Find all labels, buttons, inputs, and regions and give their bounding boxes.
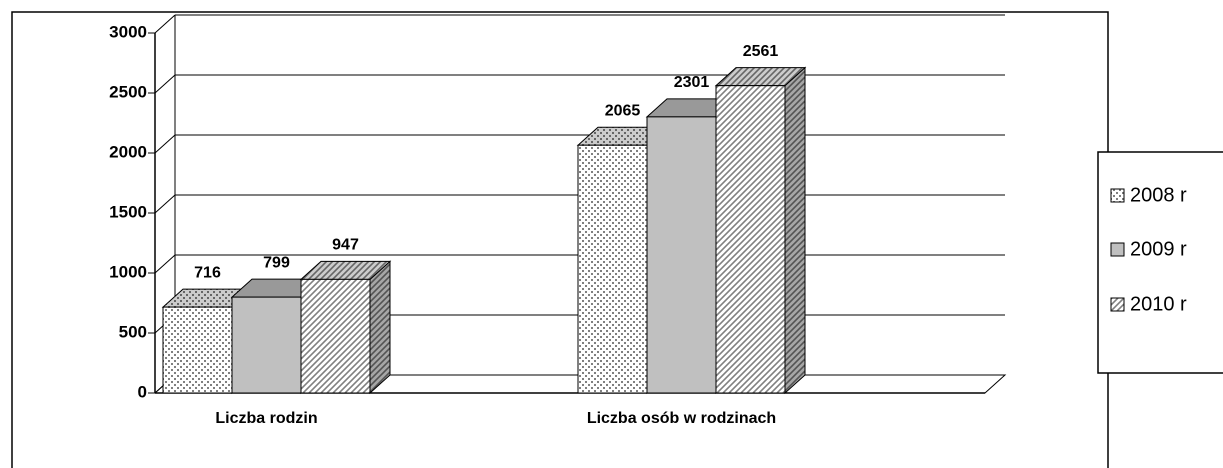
y-tick-label: 2000 [109,142,147,161]
grid-line-side [154,254,176,274]
bar-front [577,144,648,394]
data-label: 799 [263,254,290,271]
bar [299,260,392,395]
bar-top-shade [232,279,321,298]
y-tick-label: 3000 [109,22,147,41]
data-label: 2301 [674,74,710,91]
bar-top-shade [647,98,736,117]
y-tick-label: 1500 [109,202,147,221]
legend-swatch [1110,242,1125,257]
x-tick-label: Liczba osób w rodzinach [586,410,777,427]
bar-front [231,296,302,394]
y-tick-label: 500 [119,322,147,341]
chart-border [11,11,1109,468]
data-label: 716 [194,264,221,281]
bar [714,66,807,395]
y-tick-label: 0 [138,382,147,401]
grid-line-side [154,134,176,154]
bar-top-shade [301,261,390,280]
bar-front [646,116,717,394]
bar-top-shade [163,289,252,308]
grid-line-side [154,74,176,94]
data-label: 2065 [605,102,641,119]
data-label: 947 [332,237,359,254]
y-tick-label: 1000 [109,262,147,281]
bar-front [300,278,371,394]
bar-top-shade [578,127,667,146]
legend-label: 2008 r [1130,184,1187,206]
grid-line-side [154,194,176,214]
data-label: 2561 [743,43,779,60]
bar-side-shade [370,261,390,393]
bar-front [162,306,233,394]
grid-line-side [154,14,176,34]
bar-front [715,85,786,394]
x-tick-label: Liczba rodzin [215,410,318,427]
bar-side-shade [785,67,805,394]
legend-swatch [1110,188,1125,203]
y-tick-label: 2500 [109,82,147,101]
bar-top-shade [716,67,805,86]
legend-swatch [1110,297,1125,312]
legend-label: 2010 r [1130,293,1187,315]
legend-label: 2009 r [1130,238,1187,260]
